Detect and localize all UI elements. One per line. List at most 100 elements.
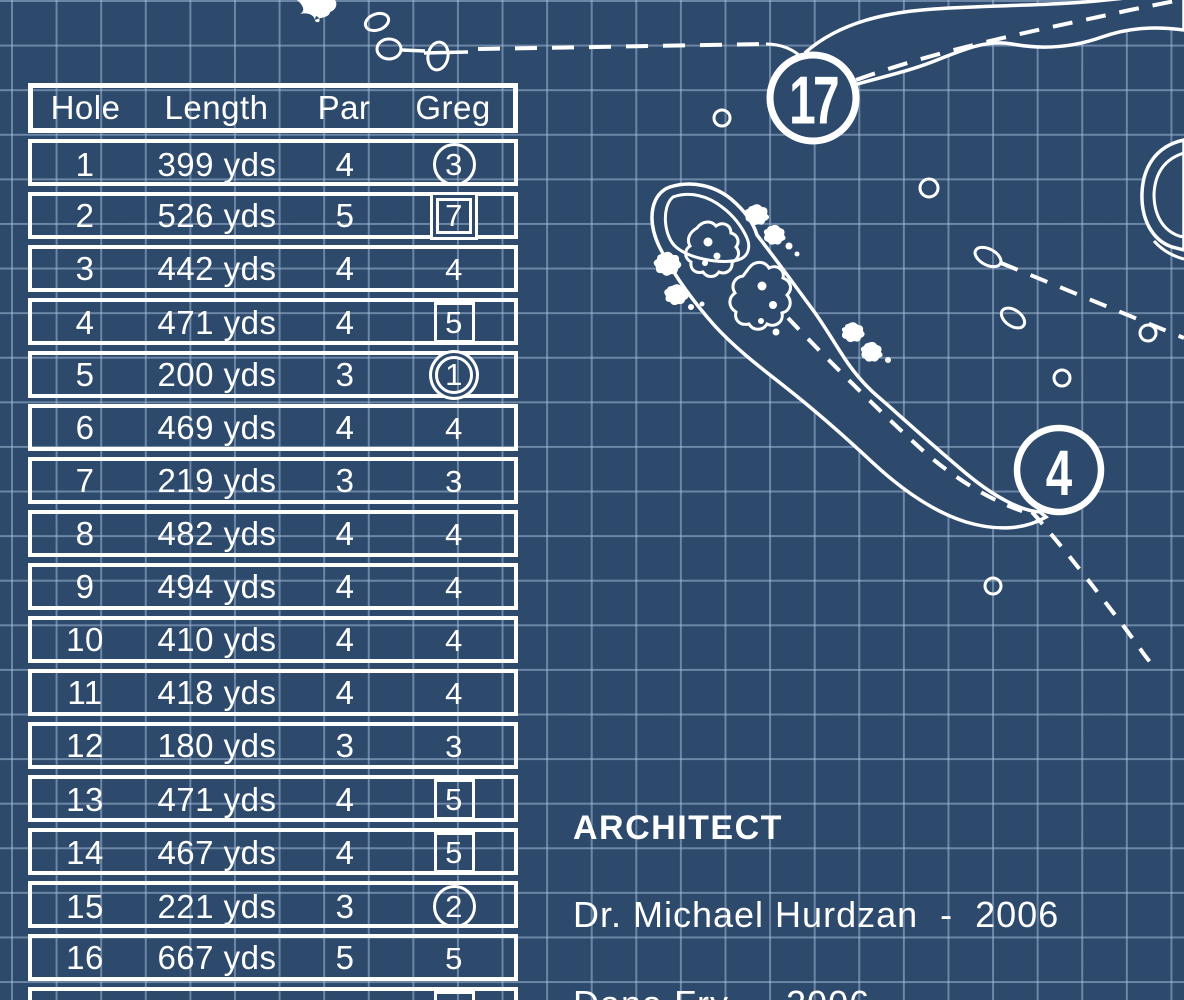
hole-length: 442 yds <box>157 250 277 287</box>
hole-length <box>138 991 296 1000</box>
hole-score-cell: 4 <box>394 567 514 607</box>
score-marker-none: 3 <box>445 463 463 499</box>
header-greg: Greg <box>415 89 491 126</box>
hole-par: 5 <box>335 939 355 976</box>
hole-length: 418 yds <box>157 674 277 711</box>
tee-line-17 <box>401 42 803 59</box>
hole-score-cell: 4 <box>394 514 514 554</box>
hole-length: 399 yds <box>157 145 277 183</box>
hole-number: 7 <box>75 462 95 499</box>
architect-line: Dr. Michael Hurdzan - 2006 <box>573 894 1060 935</box>
hole-score-cell: 7 <box>394 196 514 235</box>
bunker-sand-splashes <box>653 204 891 363</box>
hole-length: 471 yds <box>157 303 277 341</box>
hole-length: 467 yds <box>157 833 277 871</box>
table-row: 11 418 yds 4 4 <box>28 669 518 716</box>
hole-score-cell: 4 <box>394 620 514 660</box>
hole-par: 3 <box>335 462 355 499</box>
hole-length: 667 yds <box>157 939 277 976</box>
score-marker-double-square: 7 <box>436 197 472 234</box>
table-row: 3 442 yds 4 4 <box>28 245 518 292</box>
hole-score-cell: 5 <box>394 302 514 343</box>
hole-17-fairway <box>803 0 1184 88</box>
hole-par: 5 <box>335 196 355 234</box>
score-marker-circle: 3 <box>432 143 476 186</box>
table-row: 14 467 yds 4 5 <box>28 828 518 875</box>
hole-length: 469 yds <box>157 409 277 446</box>
hole-4-centerline-lower <box>1030 510 1152 664</box>
score-marker-square: 5 <box>433 302 475 343</box>
table-row: 4 471 yds 4 5 <box>28 298 518 345</box>
score-marker-none: 4 <box>445 675 463 711</box>
hole-par: 3 <box>335 355 355 393</box>
hole-number: 6 <box>75 409 95 446</box>
table-row <box>28 987 518 1000</box>
hole-length: 471 yds <box>157 780 277 818</box>
hole-score-cell: 3 <box>394 726 514 766</box>
hole-number: 16 <box>66 939 104 976</box>
scorecard-table: Hole Length Par Greg 1 399 yds 4 3 2 526 yds 5… <box>28 83 518 1000</box>
hole-par: 4 <box>335 833 355 871</box>
bunker-splotch-top <box>297 0 337 23</box>
hole-score-cell: 4 <box>394 408 514 448</box>
tree-icon <box>983 576 1003 596</box>
score-marker-none: 5 <box>445 940 463 976</box>
tree-icon <box>1138 323 1158 343</box>
approach-line <box>1000 261 1184 340</box>
hole-score-cell: 3 <box>394 461 514 501</box>
hole-par: 4 <box>335 250 355 287</box>
hole-par: 4 <box>335 515 355 552</box>
hole-score-cell: 2 <box>394 885 514 928</box>
score-marker-none: 4 <box>445 622 463 658</box>
hole-length: 494 yds <box>157 568 277 605</box>
tree-icon <box>712 108 732 128</box>
score-marker-square: 5 <box>433 779 475 820</box>
hole-number: 11 <box>67 674 103 711</box>
hole-number: 13 <box>66 780 104 818</box>
hole-17-marker: 17 <box>766 51 860 145</box>
hole-length: 219 yds <box>157 462 277 499</box>
architect-line: Dana Fry - 2006 <box>573 977 1059 1000</box>
table-row: 9 494 yds 4 4 <box>28 563 518 610</box>
hole-number: 8 <box>75 515 95 552</box>
scorecard-header: Hole Length Par Greg <box>28 83 518 133</box>
hole-score-cell: 5 <box>394 779 514 820</box>
hole-4-centerline <box>786 316 1029 515</box>
hole-score-cell: 3 <box>394 143 514 186</box>
tree-icon <box>363 11 391 33</box>
hole-number: 9 <box>75 568 95 605</box>
table-row: 16 667 yds 5 5 <box>28 934 518 981</box>
table-row: 15 221 yds 3 2 <box>28 881 518 928</box>
score-marker-none: 3 <box>445 728 463 764</box>
score-marker-none: 4 <box>445 251 463 287</box>
header-par: Par <box>317 89 371 126</box>
score-marker-square <box>433 991 475 1000</box>
table-row: 6 469 yds 4 4 <box>28 404 518 451</box>
table-row: 10 410 yds 4 4 <box>28 616 518 663</box>
hole-4-fairway <box>650 182 1152 664</box>
tree-icons <box>363 11 1158 596</box>
architect-heading: ARCHITECT <box>573 809 783 847</box>
hole-4-number: 4 <box>1046 437 1073 509</box>
score-marker-circle: 2 <box>432 885 476 928</box>
hole-length: 180 yds <box>157 727 277 764</box>
score-marker-double-circle: 1 <box>435 355 473 394</box>
hole-score-cell: 5 <box>394 832 514 873</box>
score-marker-square: 5 <box>433 832 475 873</box>
hole-number: 4 <box>75 303 95 341</box>
score-marker-none: 4 <box>445 569 463 605</box>
header-hole: Hole <box>50 89 121 126</box>
hole-par: 4 <box>335 145 355 183</box>
hole-number: 2 <box>75 196 95 234</box>
hole-score-cell: 4 <box>394 673 514 713</box>
score-marker-none: 4 <box>445 410 463 446</box>
hole-4-marker: 4 <box>1013 424 1105 516</box>
hole-par: 4 <box>335 780 355 818</box>
bunkers-hole-4 <box>653 204 891 363</box>
tree-icon <box>999 306 1027 330</box>
hole-number: 14 <box>66 833 104 871</box>
hole-17-number: 17 <box>789 63 837 138</box>
table-row: 13 471 yds 4 5 <box>28 775 518 822</box>
